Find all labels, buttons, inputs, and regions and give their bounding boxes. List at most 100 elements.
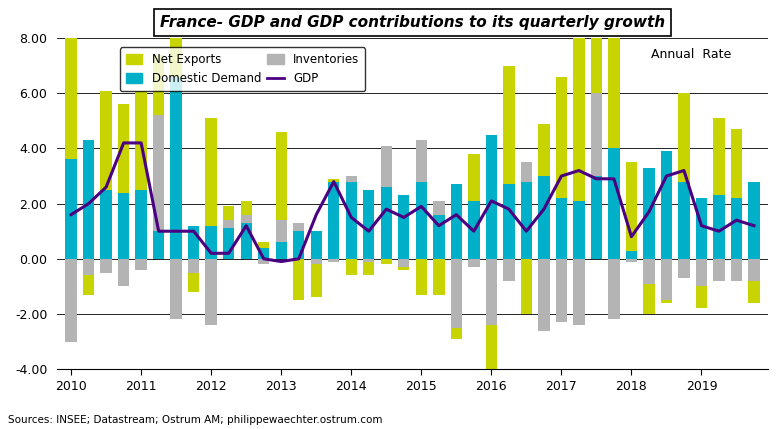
Bar bbox=[311, 264, 322, 297]
Bar bbox=[573, 27, 585, 201]
Bar bbox=[188, 272, 200, 292]
Bar bbox=[276, 220, 287, 242]
Bar bbox=[451, 328, 462, 339]
Bar bbox=[590, 93, 602, 176]
Bar bbox=[363, 190, 374, 259]
Bar bbox=[240, 214, 252, 223]
Bar bbox=[240, 223, 252, 259]
Bar bbox=[398, 195, 410, 259]
Bar bbox=[188, 259, 200, 272]
Bar bbox=[626, 162, 637, 251]
Bar bbox=[416, 181, 427, 259]
Bar bbox=[626, 259, 637, 262]
Bar bbox=[83, 259, 94, 275]
Bar bbox=[205, 226, 217, 259]
Bar bbox=[381, 259, 392, 264]
Bar bbox=[258, 259, 269, 264]
Bar bbox=[644, 259, 655, 284]
Bar bbox=[293, 223, 305, 231]
Bar bbox=[100, 190, 112, 259]
Bar bbox=[135, 190, 147, 259]
Bar bbox=[293, 231, 305, 259]
Bar bbox=[153, 54, 164, 115]
Bar bbox=[153, 115, 164, 231]
Bar bbox=[468, 259, 479, 267]
Bar bbox=[433, 259, 445, 295]
Bar bbox=[66, 259, 77, 341]
Bar bbox=[135, 91, 147, 190]
Bar bbox=[573, 201, 585, 259]
Bar bbox=[749, 259, 760, 281]
Bar bbox=[100, 91, 112, 190]
Bar bbox=[556, 77, 567, 198]
Bar bbox=[556, 198, 567, 259]
Bar bbox=[66, 33, 77, 160]
Bar bbox=[276, 242, 287, 259]
Bar bbox=[205, 259, 217, 325]
Bar bbox=[276, 132, 287, 220]
Bar bbox=[521, 181, 532, 259]
Bar bbox=[451, 259, 462, 328]
Bar bbox=[644, 284, 655, 314]
Bar bbox=[345, 176, 357, 181]
Bar bbox=[503, 66, 514, 184]
Bar bbox=[363, 262, 374, 275]
Bar bbox=[573, 259, 585, 325]
Bar bbox=[468, 154, 479, 201]
Bar bbox=[713, 118, 724, 195]
Bar bbox=[345, 259, 357, 275]
Bar bbox=[416, 259, 427, 295]
Bar bbox=[416, 140, 427, 181]
Bar bbox=[521, 259, 532, 314]
Bar bbox=[590, 176, 602, 259]
Legend: Net Exports, Domestic Demand, Inventories, GDP: Net Exports, Domestic Demand, Inventorie… bbox=[120, 47, 366, 91]
Bar bbox=[538, 259, 550, 330]
Bar bbox=[345, 181, 357, 259]
Bar bbox=[135, 259, 147, 270]
Bar bbox=[696, 198, 707, 259]
Bar bbox=[521, 162, 532, 181]
Bar bbox=[731, 129, 742, 198]
Bar bbox=[363, 259, 374, 262]
Bar bbox=[538, 176, 550, 259]
Bar bbox=[433, 201, 445, 214]
Bar bbox=[258, 248, 269, 259]
Text: Annual  Rate: Annual Rate bbox=[651, 48, 731, 61]
Bar bbox=[608, 259, 619, 320]
Bar bbox=[100, 259, 112, 272]
Bar bbox=[678, 259, 690, 278]
Bar bbox=[118, 104, 129, 193]
Bar bbox=[713, 259, 724, 281]
Bar bbox=[696, 259, 707, 287]
Bar bbox=[731, 198, 742, 259]
Bar bbox=[503, 184, 514, 259]
Bar bbox=[223, 206, 234, 220]
Bar bbox=[328, 259, 340, 262]
Bar bbox=[118, 193, 129, 259]
Bar bbox=[661, 300, 672, 303]
Bar bbox=[118, 259, 129, 287]
Bar bbox=[678, 93, 690, 181]
Bar bbox=[83, 275, 94, 295]
Bar bbox=[223, 220, 234, 229]
Text: Sources: INSEE; Datastream; Ostrum AM; philippewaechter.ostrum.com: Sources: INSEE; Datastream; Ostrum AM; p… bbox=[8, 415, 382, 425]
Bar bbox=[433, 214, 445, 259]
Bar bbox=[293, 259, 305, 300]
Bar bbox=[749, 181, 760, 259]
Bar bbox=[503, 259, 514, 281]
Bar bbox=[311, 231, 322, 259]
Bar bbox=[731, 259, 742, 281]
Bar bbox=[451, 184, 462, 259]
Bar bbox=[258, 242, 269, 248]
Bar bbox=[381, 146, 392, 187]
Bar bbox=[381, 187, 392, 259]
Bar bbox=[713, 195, 724, 259]
Bar bbox=[644, 168, 655, 259]
Bar bbox=[171, 0, 182, 77]
Bar bbox=[153, 231, 164, 259]
Bar bbox=[328, 179, 340, 181]
Bar bbox=[661, 151, 672, 259]
Bar bbox=[311, 259, 322, 264]
Bar bbox=[188, 226, 200, 259]
Bar bbox=[608, 148, 619, 259]
